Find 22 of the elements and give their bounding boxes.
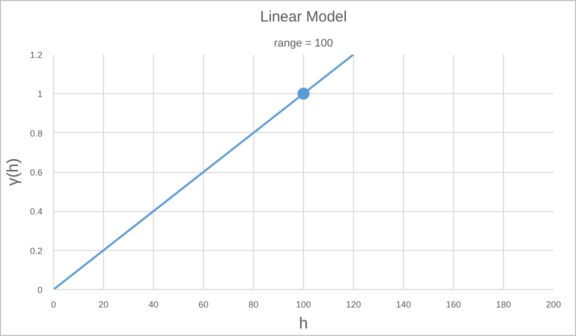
x-tick-label: 180 [496, 300, 512, 310]
x-tick-label: 200 [546, 300, 562, 310]
x-axis-title: h [299, 316, 308, 332]
y-tick-label: 1.2 [30, 50, 43, 60]
x-tick-label: 60 [198, 300, 209, 310]
chart-title: Linear Model [260, 8, 347, 26]
y-tick-label: 1 [37, 89, 43, 100]
y-tick-label: 0 [37, 285, 43, 295]
x-tick-label: 120 [346, 300, 362, 310]
y-tick-label: 0.2 [30, 246, 43, 256]
chart-subtitle: range = 100 [274, 38, 334, 50]
x-tick-label: 0 [50, 300, 56, 310]
x-tick-label: 160 [446, 300, 462, 310]
x-tick-label: 40 [148, 300, 159, 310]
x-tick-label: 80 [248, 300, 259, 310]
y-axis-title: γ(h) [4, 158, 22, 186]
x-tick-label: 140 [396, 300, 412, 310]
y-tick-label: 0.4 [30, 206, 43, 217]
x-tick-label: 20 [98, 300, 109, 310]
y-tick-label: 0.6 [30, 168, 43, 178]
y-tick-label: 0.8 [30, 128, 43, 138]
x-tick-label: 100 [296, 300, 312, 310]
